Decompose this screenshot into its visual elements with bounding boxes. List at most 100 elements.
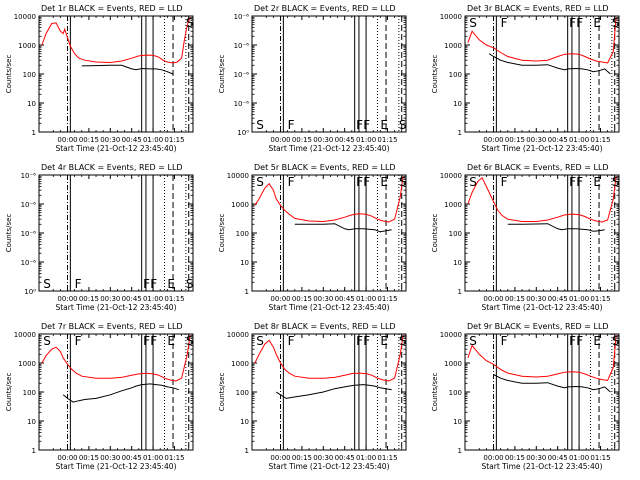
- x-tick-label: 00:00: [483, 136, 503, 144]
- y-tick-label: 1: [458, 129, 462, 137]
- x-tick-label: 01:15: [590, 454, 610, 462]
- event-marker-label: F: [576, 334, 583, 348]
- y-tick-label: 10: [27, 100, 36, 108]
- event-marker-label: F: [143, 277, 150, 291]
- lld-series-line: [467, 176, 617, 223]
- x-tick-label: 00:15: [292, 136, 312, 144]
- chart-panel-6: Det 6r BLACK = Events, RED = LLD 1 10 100 10…: [431, 163, 620, 312]
- y-tick-label: 10⁻⁶: [21, 201, 37, 209]
- x-tick-label: 00:30: [526, 454, 546, 462]
- y-tick-label: 100: [236, 230, 249, 238]
- y-tick-label: 1000: [231, 201, 249, 209]
- event-marker-label: F: [288, 334, 295, 348]
- event-marker-label: F: [143, 334, 150, 348]
- chart-panel-9: Det 9r BLACK = Events, RED = LLD 1 10 100 10…: [431, 322, 620, 471]
- event-marker-label: F: [150, 334, 157, 348]
- y-tick-label: 10: [27, 418, 36, 426]
- y-tick-label: 1000: [444, 360, 462, 368]
- y-tick-label: 100: [23, 389, 36, 397]
- panel-title: Det 9r BLACK = Events, RED = LLD: [467, 322, 609, 331]
- y-tick-label: 100: [449, 230, 462, 238]
- event-marker-label: S: [43, 334, 51, 348]
- event-marker-label: E: [593, 16, 601, 30]
- event-marker-label: E: [380, 175, 388, 189]
- chart-panel-3: Det 3r BLACK = Events, RED = LLD 1 10 100 10…: [431, 4, 620, 153]
- x-tick-label: 00:45: [548, 295, 568, 303]
- y-tick-label: 10⁻⁶: [234, 13, 250, 21]
- lld-series-line: [254, 176, 404, 223]
- y-axis-label: Counts/sec: [218, 55, 226, 94]
- event-marker-label: F: [75, 277, 82, 291]
- lld-series-line: [41, 335, 191, 382]
- event-marker-label: S: [399, 175, 407, 189]
- event-marker-label: S: [399, 334, 407, 348]
- x-tick-label: 01:15: [377, 295, 397, 303]
- y-tick-label: 10000: [227, 172, 249, 180]
- event-marker-label: S: [186, 334, 194, 348]
- chart-panel-7: Det 7r BLACK = Events, RED = LLD 1 10 100 10…: [5, 322, 194, 471]
- event-marker-label: S: [256, 118, 264, 132]
- y-tick-label: 1000: [444, 201, 462, 209]
- event-marker-label: E: [593, 175, 601, 189]
- panel-title: Det 8r BLACK = Events, RED = LLD: [254, 322, 396, 331]
- y-tick-label: 1: [32, 447, 36, 455]
- chart-panel-5: Det 5r BLACK = Events, RED = LLD 1 10 100 10…: [218, 163, 407, 312]
- x-tick-label: 00:00: [57, 295, 77, 303]
- x-axis-label: Start Time (21-Oct-12 23:45:40): [481, 303, 602, 312]
- x-tick-label: 00:30: [100, 136, 120, 144]
- event-marker-label: S: [186, 16, 194, 30]
- y-tick-label: 10⁰: [24, 288, 36, 296]
- events-series-line: [62, 383, 179, 403]
- x-tick-label: 01:15: [590, 295, 610, 303]
- chart-panel-8: Det 8r BLACK = Events, RED = LLD 1 10 100 10…: [218, 322, 407, 471]
- event-marker-label: F: [501, 16, 508, 30]
- panel-title: Det 5r BLACK = Events, RED = LLD: [254, 163, 396, 172]
- y-tick-label: 1: [245, 288, 249, 296]
- x-axis-label: Start Time (21-Oct-12 23:45:40): [268, 303, 389, 312]
- x-axis-label: Start Time (21-Oct-12 23:45:40): [55, 144, 176, 153]
- event-marker-label: F: [356, 334, 363, 348]
- y-tick-label: 1: [458, 288, 462, 296]
- chart-panel-1: Det 1r BLACK = Events, RED = LLD 1 10 100 10…: [5, 4, 194, 153]
- x-tick-label: 00:15: [505, 454, 525, 462]
- y-tick-label: 10: [453, 100, 462, 108]
- event-marker-label: F: [150, 277, 157, 291]
- x-tick-label: 01:00: [569, 295, 589, 303]
- event-marker-label: F: [363, 175, 370, 189]
- lld-series-line: [467, 335, 617, 382]
- y-tick-label: 10⁰: [237, 129, 249, 137]
- lld-series-line: [254, 335, 404, 382]
- x-tick-label: 00:00: [57, 136, 77, 144]
- events-series-line: [507, 223, 605, 232]
- y-tick-label: 10⁻⁶: [21, 230, 37, 238]
- x-tick-label: 00:45: [548, 454, 568, 462]
- plot-frame: [251, 174, 407, 292]
- y-tick-label: 1: [245, 447, 249, 455]
- y-tick-label: 1000: [18, 360, 36, 368]
- y-tick-label: 1: [458, 447, 462, 455]
- event-marker-label: F: [501, 175, 508, 189]
- event-marker-label: F: [576, 175, 583, 189]
- panel-title: Det 6r BLACK = Events, RED = LLD: [467, 163, 609, 172]
- y-tick-label: 10⁻⁶: [234, 100, 250, 108]
- plot-frame: [38, 174, 194, 292]
- y-tick-label: 10: [453, 418, 462, 426]
- x-tick-label: 01:15: [164, 295, 184, 303]
- y-tick-label: 10000: [14, 331, 36, 339]
- plot-frame: [464, 174, 620, 292]
- event-marker-label: F: [501, 334, 508, 348]
- x-axis-label: Start Time (21-Oct-12 23:45:40): [268, 144, 389, 153]
- x-tick-label: 01:00: [143, 295, 163, 303]
- y-axis-label: Counts/sec: [218, 214, 226, 253]
- y-tick-label: 1000: [444, 42, 462, 50]
- y-axis-label: Counts/sec: [218, 373, 226, 412]
- event-marker-label: S: [186, 277, 194, 291]
- y-tick-label: 10⁻⁶: [21, 259, 37, 267]
- event-marker-label: F: [576, 16, 583, 30]
- events-series-line: [493, 374, 611, 393]
- y-axis-label: Counts/sec: [431, 55, 439, 94]
- y-tick-label: 10⁻⁶: [21, 172, 37, 180]
- event-marker-label: S: [469, 175, 477, 189]
- y-tick-label: 10: [240, 418, 249, 426]
